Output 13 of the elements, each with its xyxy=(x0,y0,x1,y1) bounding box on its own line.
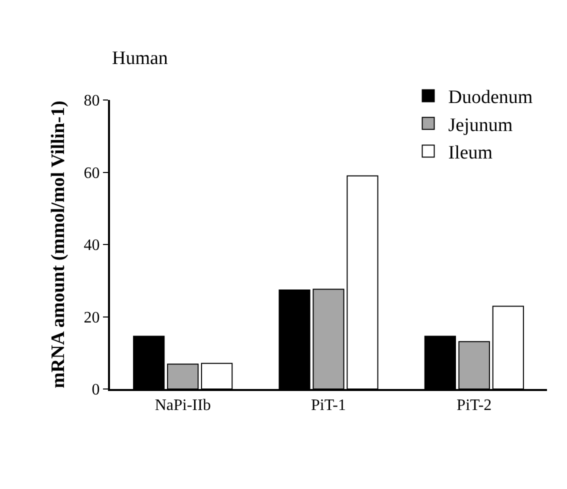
chart-title: Human xyxy=(112,48,168,69)
y-axis-title: mRNA amount (mmol/mol Villin-1) xyxy=(48,100,70,388)
y-tick-label: 20 xyxy=(84,309,100,326)
x-tick-label: PiT-2 xyxy=(456,397,492,414)
x-tick-label: PiT-1 xyxy=(311,397,346,414)
y-tick-label: 0 xyxy=(92,382,100,399)
x-tick-label: NaPi-IIb xyxy=(154,397,211,414)
legend-label: Duodenum xyxy=(448,87,533,108)
legend-label: Ileum xyxy=(448,142,493,164)
legend-label: Jejunum xyxy=(448,114,513,136)
y-tick-label: 60 xyxy=(84,164,100,182)
y-tick-label: 80 xyxy=(84,92,100,110)
y-tick-label: 40 xyxy=(84,237,100,254)
